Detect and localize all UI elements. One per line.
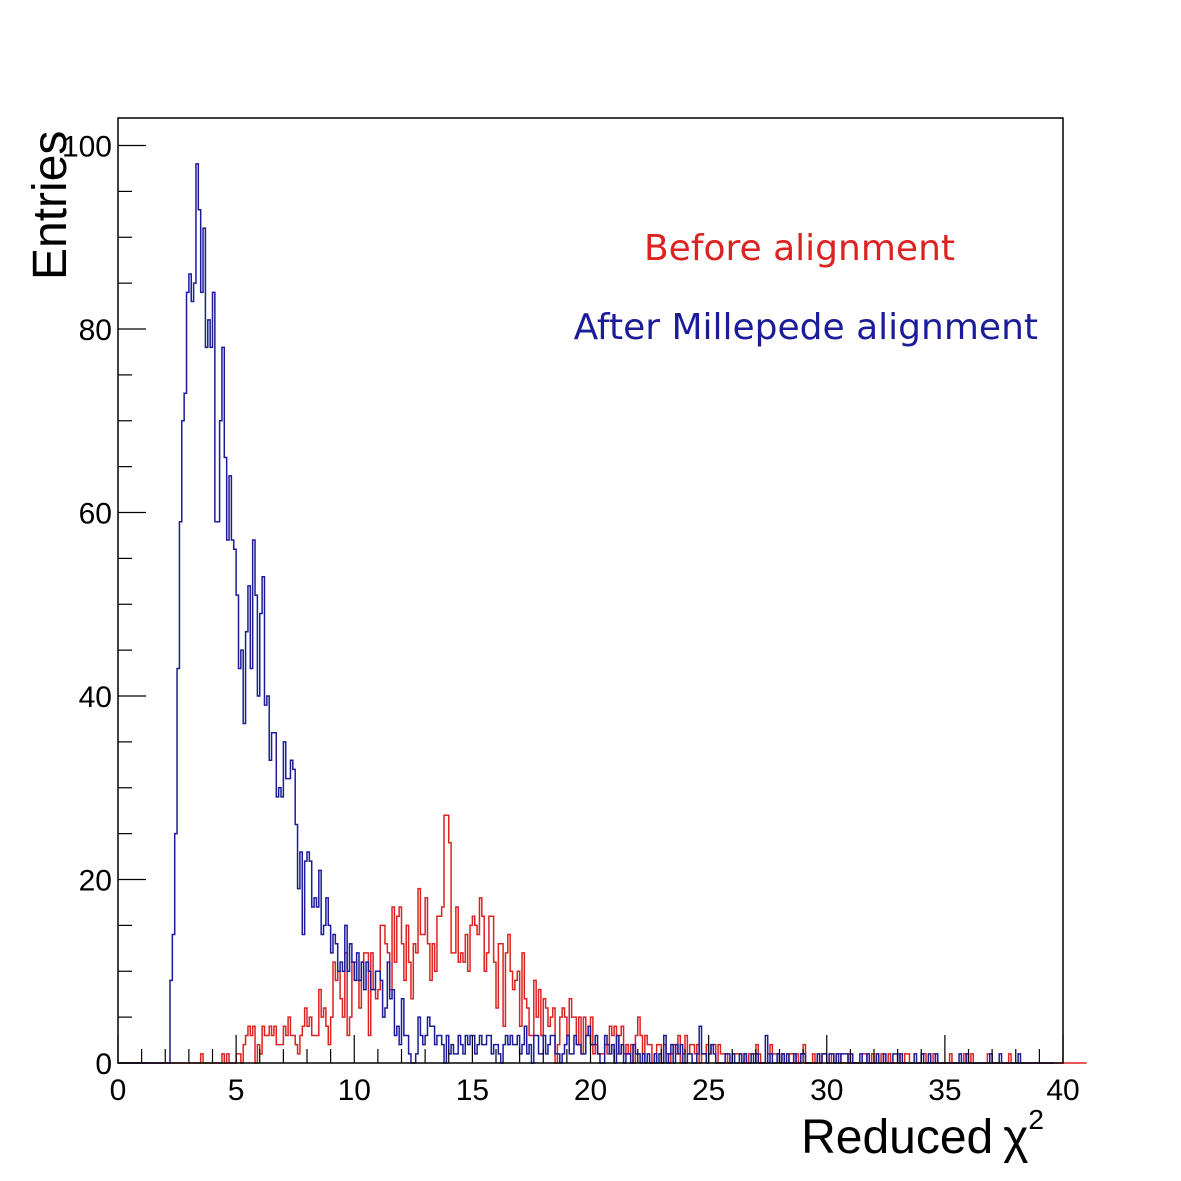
x-axis-title: Reduced χ2 <box>801 1104 1044 1164</box>
y-tick-label: 0 <box>95 1048 112 1081</box>
y-tick-label: 80 <box>79 314 112 347</box>
plot-frame <box>117 117 1064 1064</box>
x-tick-label: 25 <box>692 1074 725 1107</box>
legend-before-alignment: Before alignment <box>644 228 955 269</box>
x-tick-label: 20 <box>574 1074 607 1107</box>
y-tick-label: 60 <box>79 498 112 531</box>
y-tick-label: 40 <box>79 681 112 714</box>
x-tick-label: 15 <box>456 1074 489 1107</box>
x-tick-label: 5 <box>228 1074 245 1107</box>
legend-after-millepede-alignment: After Millepede alignment <box>574 307 1038 348</box>
x-tick-label: 35 <box>928 1074 961 1107</box>
x-tick-label: 0 <box>110 1074 127 1107</box>
y-axis-title: Entries <box>24 131 77 280</box>
x-tick-label: 40 <box>1046 1074 1079 1107</box>
y-tick-label: 100 <box>62 131 112 164</box>
x-tick-label: 10 <box>338 1074 371 1107</box>
x-tick-label: 30 <box>810 1074 843 1107</box>
ticks-layer <box>117 144 1064 1064</box>
x-tick-labels: 0 5 10 15 20 25 30 35 40 <box>110 1074 1080 1107</box>
series-line-after-millepede-alignment <box>118 163 1054 1064</box>
y-tick-label: 20 <box>79 865 112 898</box>
y-tick-labels: 0 20 40 60 80 100 <box>62 131 112 1081</box>
